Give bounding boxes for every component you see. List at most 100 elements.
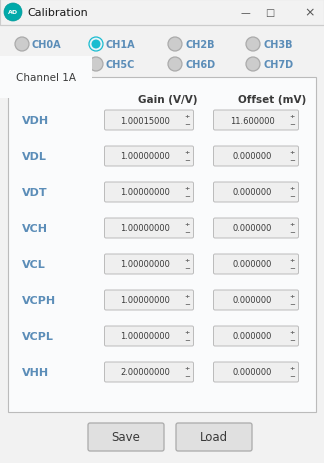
Text: —: — [240, 8, 250, 18]
FancyBboxPatch shape [105, 111, 193, 131]
Text: 0.000000: 0.000000 [232, 296, 272, 305]
Circle shape [15, 38, 29, 52]
Text: +: + [184, 150, 190, 155]
Text: −: − [289, 194, 295, 200]
Text: 11.600000: 11.600000 [230, 116, 274, 125]
FancyBboxPatch shape [0, 0, 324, 26]
Text: −: − [184, 122, 190, 128]
Text: Gain (V/V): Gain (V/V) [138, 95, 198, 105]
Text: −: − [289, 230, 295, 236]
FancyBboxPatch shape [214, 147, 298, 167]
Circle shape [89, 58, 103, 72]
Circle shape [168, 38, 182, 52]
Text: +: + [184, 366, 190, 371]
FancyBboxPatch shape [214, 362, 298, 382]
Circle shape [91, 40, 100, 50]
Text: −: − [289, 265, 295, 271]
Text: Calibration: Calibration [27, 8, 88, 18]
Text: +: + [184, 186, 190, 191]
Text: +: + [289, 222, 295, 227]
Text: VHH: VHH [22, 367, 49, 377]
Text: −: − [289, 301, 295, 307]
Text: −: − [184, 265, 190, 271]
Text: 0.000000: 0.000000 [232, 188, 272, 197]
Text: −: − [184, 373, 190, 379]
Text: −: − [184, 158, 190, 163]
FancyBboxPatch shape [105, 255, 193, 275]
Text: CH6D: CH6D [185, 60, 215, 70]
Text: −: − [184, 337, 190, 343]
Circle shape [4, 4, 22, 22]
FancyBboxPatch shape [8, 78, 316, 412]
FancyBboxPatch shape [105, 326, 193, 346]
Text: 1.00000000: 1.00000000 [120, 224, 170, 233]
FancyBboxPatch shape [105, 290, 193, 310]
Text: 0.000000: 0.000000 [232, 260, 272, 269]
Text: 2.00000000: 2.00000000 [120, 368, 170, 377]
FancyBboxPatch shape [214, 182, 298, 202]
Text: +: + [289, 366, 295, 371]
Text: 1.00015000: 1.00015000 [120, 116, 170, 125]
Text: Load: Load [200, 431, 228, 444]
FancyBboxPatch shape [214, 290, 298, 310]
FancyBboxPatch shape [105, 219, 193, 238]
Text: VCPH: VCPH [22, 295, 56, 305]
Text: +: + [184, 258, 190, 263]
Text: 0.000000: 0.000000 [232, 368, 272, 377]
Text: +: + [289, 186, 295, 191]
FancyBboxPatch shape [105, 147, 193, 167]
Text: CH1A: CH1A [106, 40, 136, 50]
Text: VDH: VDH [22, 116, 49, 126]
Text: CH5C: CH5C [106, 60, 135, 70]
FancyBboxPatch shape [214, 255, 298, 275]
FancyBboxPatch shape [214, 219, 298, 238]
Text: +: + [184, 114, 190, 119]
Text: 0.000000: 0.000000 [232, 224, 272, 233]
Text: +: + [184, 222, 190, 227]
Text: CH4C: CH4C [32, 60, 61, 70]
Text: CH3B: CH3B [263, 40, 293, 50]
Text: AD: AD [8, 11, 18, 15]
Text: −: − [289, 373, 295, 379]
Text: −: − [184, 194, 190, 200]
Text: +: + [289, 330, 295, 335]
Text: 1.00000000: 1.00000000 [120, 260, 170, 269]
Circle shape [246, 38, 260, 52]
Text: −: − [289, 122, 295, 128]
Text: −: − [184, 230, 190, 236]
FancyBboxPatch shape [105, 362, 193, 382]
Text: +: + [289, 258, 295, 263]
Circle shape [15, 58, 29, 72]
Circle shape [246, 58, 260, 72]
Text: 1.00000000: 1.00000000 [120, 188, 170, 197]
Text: Offset (mV): Offset (mV) [238, 95, 306, 105]
Text: +: + [184, 330, 190, 335]
FancyBboxPatch shape [88, 423, 164, 451]
Text: −: − [184, 301, 190, 307]
Text: 1.00000000: 1.00000000 [120, 296, 170, 305]
FancyBboxPatch shape [214, 111, 298, 131]
Text: −: − [289, 337, 295, 343]
FancyBboxPatch shape [214, 326, 298, 346]
Text: 1.00000000: 1.00000000 [120, 152, 170, 161]
Text: +: + [289, 150, 295, 155]
Text: VCL: VCL [22, 259, 46, 269]
Circle shape [168, 58, 182, 72]
FancyBboxPatch shape [176, 423, 252, 451]
Text: CH0A: CH0A [32, 40, 62, 50]
Text: ×: × [305, 6, 315, 19]
Text: +: + [289, 114, 295, 119]
FancyBboxPatch shape [105, 182, 193, 202]
Text: VDT: VDT [22, 188, 48, 198]
Text: VCPL: VCPL [22, 332, 54, 341]
Text: +: + [289, 294, 295, 299]
Text: 0.000000: 0.000000 [232, 152, 272, 161]
Circle shape [89, 38, 103, 52]
Text: VDL: VDL [22, 152, 47, 162]
Text: VCH: VCH [22, 224, 48, 233]
Text: CH2B: CH2B [185, 40, 214, 50]
Text: Save: Save [111, 431, 140, 444]
Text: Channel 1A: Channel 1A [16, 73, 76, 83]
Text: 1.00000000: 1.00000000 [120, 332, 170, 341]
Text: CH7D: CH7D [263, 60, 293, 70]
